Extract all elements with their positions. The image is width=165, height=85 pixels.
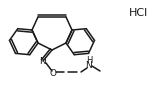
Text: N: N xyxy=(86,61,92,70)
Text: H: H xyxy=(86,56,92,65)
Text: N: N xyxy=(39,57,45,66)
Text: HCl: HCl xyxy=(128,8,148,18)
Text: O: O xyxy=(50,69,56,78)
